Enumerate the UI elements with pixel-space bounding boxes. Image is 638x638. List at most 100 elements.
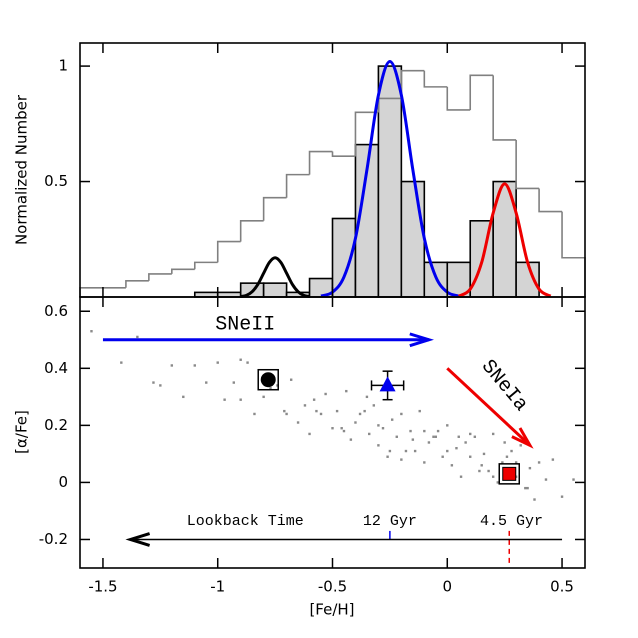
scatter-point: [418, 409, 421, 413]
scatter-point: [533, 498, 536, 501]
y-tick-label: 0.2: [44, 416, 68, 434]
y-tick-label: 0: [58, 473, 68, 491]
scatter-point: [434, 435, 437, 438]
x-tick-label: -0.5: [318, 578, 347, 596]
scatter-point: [441, 455, 444, 458]
scatter-point: [340, 427, 343, 430]
histogram-step: [515, 139, 540, 190]
scatter-point: [223, 398, 226, 401]
scatter-point: [262, 395, 265, 399]
scatter-point: [335, 409, 339, 413]
y-tick-label: 1: [58, 57, 68, 75]
scatter-point: [232, 381, 235, 384]
scatter-point: [423, 461, 426, 464]
scatter-point: [308, 432, 311, 436]
y-axis-label: Normalized Number: [13, 94, 31, 245]
scatter-point: [436, 429, 440, 433]
scatter-point: [285, 412, 288, 416]
scatter-point: [388, 449, 392, 453]
panel: SNeII SNeIa Lookback Time 12 Gyr 4.5 Gyr: [90, 313, 575, 566]
scatter-point: [491, 432, 495, 436]
scatter-point: [152, 381, 155, 384]
scatter-point: [319, 412, 323, 416]
scatter-point: [377, 444, 380, 447]
marker-box: [257, 368, 279, 391]
scatter-point: [505, 455, 509, 458]
arrow-head: [409, 332, 434, 348]
marker: [379, 376, 396, 392]
histogram-step: [125, 280, 149, 288]
scatter-point: [349, 438, 353, 441]
gaussian-fit: [320, 59, 460, 298]
scatter-point: [487, 469, 490, 473]
histogram-step: [331, 151, 356, 157]
scatter-point: [90, 330, 93, 333]
histogram-step: [193, 261, 218, 270]
histogram-step: [285, 173, 310, 198]
scatter-point: [363, 409, 366, 413]
scatter-point: [526, 486, 529, 490]
histogram-step: [148, 273, 172, 281]
histogram-step: [239, 220, 264, 242]
arrow-head: [511, 427, 534, 449]
scatter-point: [491, 475, 495, 478]
x-tick-label: 0: [442, 578, 452, 596]
scatter-point: [269, 387, 272, 390]
scatter-point: [289, 378, 293, 381]
scatter-point: [469, 432, 472, 436]
scatter-point: [324, 392, 327, 396]
scatter-point: [519, 444, 522, 447]
scatter-point: [432, 435, 435, 438]
scatter-point: [331, 427, 334, 430]
scatter-point: [170, 364, 174, 367]
scatter-point: [182, 395, 185, 399]
arrow-head: [125, 532, 151, 547]
scatter-point: [193, 364, 196, 367]
histogram-step: [423, 70, 448, 88]
scatter-point: [296, 421, 300, 424]
marker: [260, 372, 276, 388]
scatter-point: [120, 361, 123, 364]
scatter-point: [216, 361, 219, 364]
scatter-point: [354, 421, 357, 424]
scatter-point: [395, 435, 398, 438]
x-axis-label: [Fe/H]: [309, 601, 354, 619]
scatter-point: [372, 404, 376, 407]
scatter-point: [409, 429, 412, 433]
scatter-point: [551, 458, 555, 461]
histogram-step: [171, 268, 195, 274]
scatter-point: [572, 478, 575, 481]
histogram-step: [262, 196, 287, 221]
arrow: [446, 367, 531, 447]
scatter-point: [496, 481, 499, 484]
scatter-point: [312, 398, 316, 401]
scatter-point: [400, 412, 403, 416]
scatter-point: [342, 429, 346, 433]
panel: [79, 59, 586, 299]
scatter-point: [537, 461, 541, 464]
histogram-step: [354, 111, 379, 157]
marker-box: [498, 463, 520, 485]
scatter-point: [510, 449, 513, 453]
x-tick-label: -1.5: [88, 578, 117, 596]
scatter-point: [464, 441, 467, 444]
scatter-point: [423, 429, 426, 433]
gaussian-fit: [240, 256, 310, 299]
scatter-point: [400, 458, 403, 461]
scatter-point: [303, 404, 307, 407]
histogram-bar: [377, 65, 403, 298]
annotation: 4.5 Gyr: [480, 513, 543, 530]
scatter-point: [358, 412, 362, 416]
scatter-point: [159, 384, 162, 387]
scatter-point: [246, 361, 249, 364]
scatter-point: [390, 418, 394, 421]
histogram-step: [561, 211, 586, 297]
histogram-step: [400, 69, 425, 99]
histogram-bar: [515, 261, 540, 298]
gaussian-fit: [457, 182, 552, 298]
scatter-point: [365, 395, 369, 399]
scatter-point: [446, 449, 449, 453]
scatter-point: [514, 461, 518, 464]
scatter-point: [377, 424, 380, 427]
scatter-point: [524, 486, 527, 490]
